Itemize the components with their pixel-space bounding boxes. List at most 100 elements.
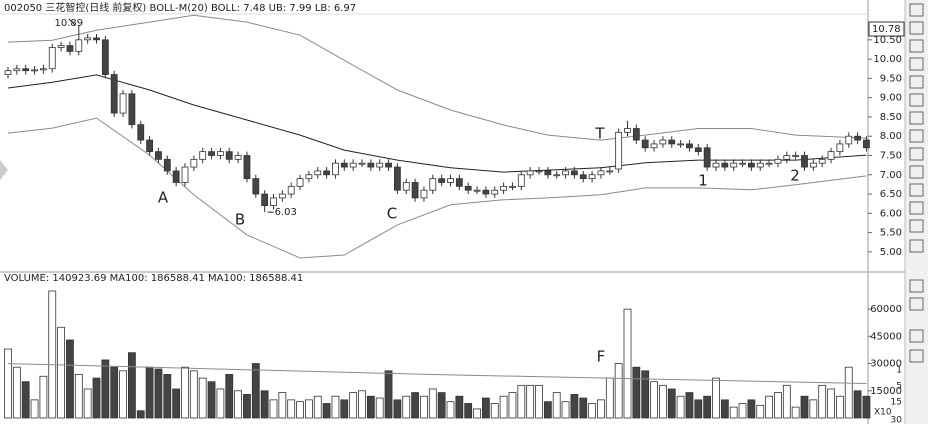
- volume-bar: [181, 366, 189, 419]
- volume-bar: [411, 392, 420, 419]
- toolbar[interactable]: [905, 0, 928, 424]
- candle-body: [845, 135, 853, 145]
- annotation: A: [158, 189, 169, 207]
- volume-bar: [119, 370, 127, 419]
- icon[interactable]: [909, 3, 924, 17]
- volume-bar: [774, 392, 782, 419]
- candle-body: [597, 170, 605, 176]
- y-tick-label: 10.50: [873, 35, 902, 46]
- volume-bar: [296, 401, 304, 419]
- volume-bar: [278, 392, 287, 419]
- volume-bar: [375, 397, 384, 419]
- candle-body: [261, 193, 269, 207]
- volume-bar: [747, 399, 756, 419]
- candle-body: [606, 170, 614, 173]
- volume-bar: [543, 401, 552, 419]
- candle-body: [208, 151, 215, 156]
- candle-body: [535, 170, 543, 173]
- annotation: T: [594, 125, 605, 143]
- volume-bar: [685, 392, 694, 419]
- icon[interactable]: [909, 93, 924, 107]
- candle-body: [296, 178, 304, 187]
- icon[interactable]: [909, 75, 924, 89]
- candle-body: [447, 178, 454, 183]
- candle-body: [190, 158, 198, 168]
- volume-bar: [437, 392, 446, 419]
- candle-body: [827, 151, 835, 160]
- candle-body: [376, 162, 384, 168]
- volume-bar: [48, 290, 57, 419]
- unit-label: X10: [874, 408, 892, 418]
- candle-body: [367, 162, 375, 168]
- icon[interactable]: [909, 129, 924, 143]
- icon[interactable]: [909, 201, 924, 215]
- volume-bar: [765, 395, 773, 419]
- candle-body: [146, 139, 154, 153]
- candle-body: [101, 39, 109, 75]
- icon[interactable]: [909, 219, 924, 233]
- candle-body: [243, 155, 251, 180]
- icon[interactable]: [909, 21, 924, 35]
- candle-body: [836, 143, 844, 153]
- icon[interactable]: [909, 239, 924, 253]
- candle-body: [641, 139, 649, 149]
- candle-body: [624, 128, 631, 133]
- annotation: 2: [790, 167, 800, 185]
- icon[interactable]: [909, 279, 924, 293]
- annotation: B: [235, 211, 245, 229]
- volume-bar: [659, 384, 667, 419]
- volume-bar: [225, 374, 234, 419]
- candle-body: [358, 162, 366, 165]
- candle-body: [615, 131, 623, 170]
- volume-bar: [66, 339, 74, 419]
- axis-label: 30: [891, 416, 903, 424]
- toolbar-icons[interactable]: [909, 3, 924, 363]
- candle-body: [393, 166, 401, 191]
- candle-body: [420, 189, 428, 199]
- icon[interactable]: [909, 147, 924, 161]
- icon[interactable]: [909, 39, 924, 53]
- volume-bar: [526, 384, 535, 419]
- volume-bar: [694, 399, 703, 419]
- icon[interactable]: [909, 111, 924, 125]
- high-label: 10.89: [54, 18, 83, 29]
- y-tick-label: 60000: [870, 304, 902, 315]
- volume-bar: [836, 395, 844, 419]
- candle-body: [172, 170, 180, 183]
- candle-body: [579, 174, 587, 180]
- icon[interactable]: [909, 165, 924, 179]
- candle-body: [686, 143, 693, 149]
- icon[interactable]: [909, 57, 924, 71]
- volume-bar: [720, 399, 729, 419]
- volume-bar: [243, 394, 251, 419]
- volume-bar: [30, 399, 39, 419]
- candle-body: [482, 189, 490, 195]
- icon[interactable]: [909, 329, 924, 343]
- candle-body: [287, 185, 295, 195]
- candle-body: [783, 155, 791, 160]
- icon[interactable]: [909, 297, 924, 311]
- candle-body: [756, 162, 764, 168]
- volume-bar: [366, 395, 375, 419]
- low-label: 6.03: [275, 207, 297, 218]
- candle-body: [818, 158, 826, 164]
- candle-body: [128, 93, 136, 126]
- volume-bar: [127, 352, 136, 419]
- volume-bar: [428, 388, 437, 419]
- side-tab[interactable]: [0, 160, 8, 180]
- candle-body: [199, 151, 207, 160]
- candle-body: [526, 170, 534, 176]
- candle-body: [137, 124, 145, 141]
- candle-body: [314, 170, 322, 176]
- volume-bar: [676, 395, 685, 419]
- icon[interactable]: [909, 183, 924, 197]
- candle-body: [748, 162, 755, 168]
- volume-bar: [552, 392, 561, 419]
- chart-title: 002050 三花智控(日线 前复权) BOLL-M(20) BOLL: 7.4…: [4, 1, 356, 14]
- volume-title: VOLUME: 140923.69 MA100: 186588.41 MA100…: [4, 273, 303, 284]
- volume-bar: [313, 395, 322, 419]
- candle-body: [411, 182, 419, 199]
- volume-bar: [623, 308, 632, 419]
- candle-body: [650, 143, 658, 149]
- icon[interactable]: [909, 349, 924, 363]
